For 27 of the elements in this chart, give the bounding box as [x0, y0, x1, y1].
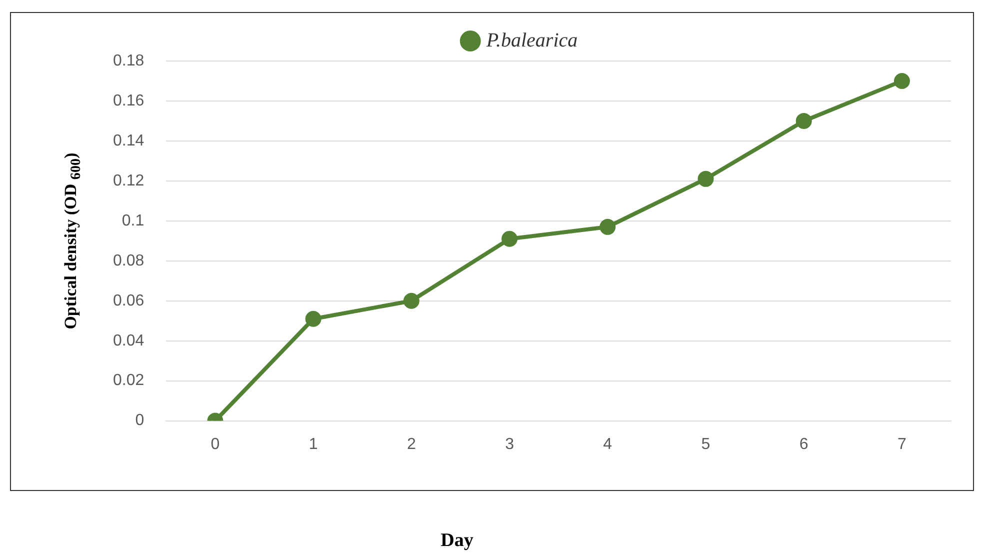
x-tick-label: 2 [406, 436, 416, 453]
point [698, 170, 714, 187]
x-tick-label: 5 [701, 436, 710, 453]
point [600, 218, 616, 235]
x-tick-label: 1 [308, 436, 318, 453]
y-tick-label: 0.06 [113, 292, 144, 310]
y-tick-label: 0.12 [113, 172, 144, 190]
x-tick-label: 7 [897, 436, 906, 453]
point [502, 230, 518, 247]
y-tick-label: 0.02 [113, 372, 144, 390]
x-tick-label: 3 [505, 436, 514, 453]
y-tick-label: 0 [135, 412, 144, 430]
point [305, 310, 322, 327]
y-tick-label: 0.18 [113, 52, 144, 70]
y-tick-label: 0.08 [113, 252, 144, 270]
point [894, 72, 910, 89]
y-tick-label: 0.14 [113, 132, 144, 150]
y-tick-label: 0.04 [113, 332, 144, 350]
x-axis-title: Day [440, 530, 474, 552]
x-tick-label: 0 [210, 436, 220, 453]
y-tick-label: 0.1 [122, 212, 144, 230]
y-tick-label: 0.16 [113, 92, 144, 110]
x-tick-label: 6 [799, 436, 808, 453]
point [403, 292, 420, 309]
legend-label: P.balearica [485, 29, 578, 52]
x-tick-label: 4 [603, 436, 612, 453]
point [796, 112, 812, 129]
